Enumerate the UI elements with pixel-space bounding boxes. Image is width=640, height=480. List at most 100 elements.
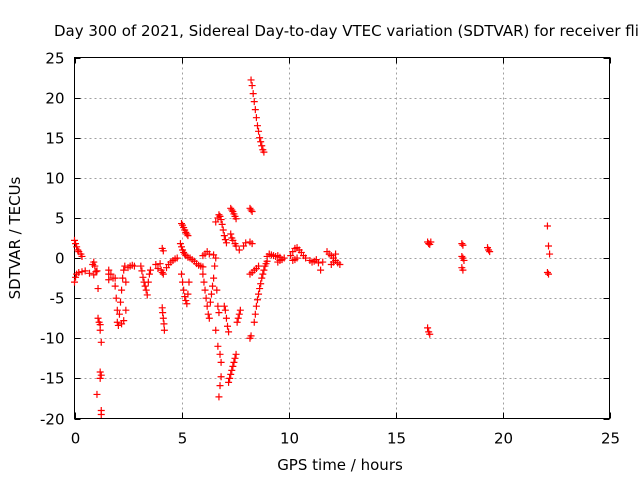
data-point <box>130 262 138 270</box>
data-point <box>249 90 257 98</box>
x-tick-label: 0 <box>71 430 81 448</box>
data-point <box>424 324 432 332</box>
data-point <box>227 230 235 238</box>
data-point <box>178 220 185 228</box>
series-arc-30 <box>246 262 263 278</box>
data-point <box>259 270 267 278</box>
data-point <box>96 368 104 376</box>
data-point <box>202 294 210 302</box>
data-point <box>94 314 102 322</box>
series-arc-13 <box>178 220 192 240</box>
data-point <box>260 148 268 156</box>
data-point <box>211 262 219 270</box>
data-point <box>235 246 243 254</box>
data-point <box>222 314 230 322</box>
data-point <box>118 286 126 294</box>
data-point <box>183 230 191 238</box>
data-point <box>212 218 220 226</box>
series-arc-18 <box>212 211 230 247</box>
data-point <box>460 256 468 264</box>
x-tick-label: 10 <box>280 430 299 448</box>
data-point <box>485 246 493 254</box>
data-point <box>145 270 153 278</box>
data-point <box>181 250 189 258</box>
x-axis-label: GPS time / hours <box>277 456 403 474</box>
y-axis-label: SDTVAR / TECUs <box>6 176 24 299</box>
x-axis: 0 5 10 15 20 25 <box>71 57 620 448</box>
data-point <box>336 260 344 268</box>
series-arc-23 <box>227 230 240 250</box>
data-point <box>114 321 122 329</box>
data-point <box>258 274 266 282</box>
data-point <box>115 310 123 318</box>
data-point <box>71 236 78 244</box>
data-point <box>107 270 115 278</box>
series-arc-22 <box>227 204 240 223</box>
data-point <box>218 220 226 228</box>
plot-frame <box>74 57 610 419</box>
data-point <box>146 266 154 274</box>
data-point <box>119 274 127 282</box>
data-point <box>213 286 221 294</box>
y-tick-label: 15 <box>45 130 64 148</box>
data-point <box>203 302 211 310</box>
series-arc-25 <box>235 238 256 254</box>
data-point <box>122 306 130 314</box>
series-arc-09 <box>152 244 167 278</box>
series-arc-41 <box>543 222 554 278</box>
data-point <box>236 306 244 314</box>
data-point <box>225 328 233 336</box>
data-point <box>253 122 261 130</box>
data-point <box>220 302 228 310</box>
y-axis: -20 -15 -10 -5 0 5 10 15 20 25 <box>40 50 610 429</box>
data-point <box>205 250 213 258</box>
data-point <box>293 254 301 262</box>
y-tick-label: 25 <box>45 50 64 68</box>
y-tick-label: -15 <box>40 370 65 388</box>
data-point <box>160 320 168 328</box>
data-point <box>257 280 265 288</box>
data-point <box>141 282 149 290</box>
data-point <box>250 318 258 326</box>
data-point <box>255 290 263 298</box>
series-arc-35 <box>306 256 327 274</box>
data-point <box>212 326 220 334</box>
data-point <box>220 232 228 240</box>
data-point <box>176 240 184 248</box>
data-point <box>96 374 104 382</box>
data-points <box>71 76 554 418</box>
data-point <box>232 242 240 250</box>
data-point <box>184 232 192 240</box>
data-point <box>122 278 130 286</box>
data-point <box>248 82 256 90</box>
data-point <box>226 374 234 382</box>
data-point <box>459 241 467 249</box>
series-arc-16 <box>199 254 223 322</box>
data-point <box>543 222 551 230</box>
data-point <box>427 238 435 246</box>
data-point <box>96 326 104 334</box>
data-point <box>258 142 266 150</box>
data-point <box>232 215 240 223</box>
data-point <box>75 268 83 276</box>
series-arc-05 <box>105 266 117 284</box>
data-point <box>256 134 264 142</box>
data-point <box>221 236 229 244</box>
data-point <box>179 278 187 286</box>
data-point <box>314 259 322 267</box>
y-tick-label: 20 <box>45 90 64 108</box>
data-point <box>329 258 337 266</box>
data-point <box>138 267 146 275</box>
data-point <box>159 309 167 317</box>
data-point <box>242 239 250 247</box>
data-point <box>113 306 121 314</box>
data-point <box>143 291 151 299</box>
data-point <box>230 358 238 366</box>
data-point <box>160 326 168 334</box>
chart-title: Day 300 of 2021, Sidereal Day-to-day VTE… <box>54 22 640 40</box>
series-arc-29 <box>250 257 271 326</box>
data-point <box>97 338 105 346</box>
data-point <box>204 310 212 318</box>
x-tick-label: 20 <box>494 430 513 448</box>
data-point <box>158 268 166 276</box>
